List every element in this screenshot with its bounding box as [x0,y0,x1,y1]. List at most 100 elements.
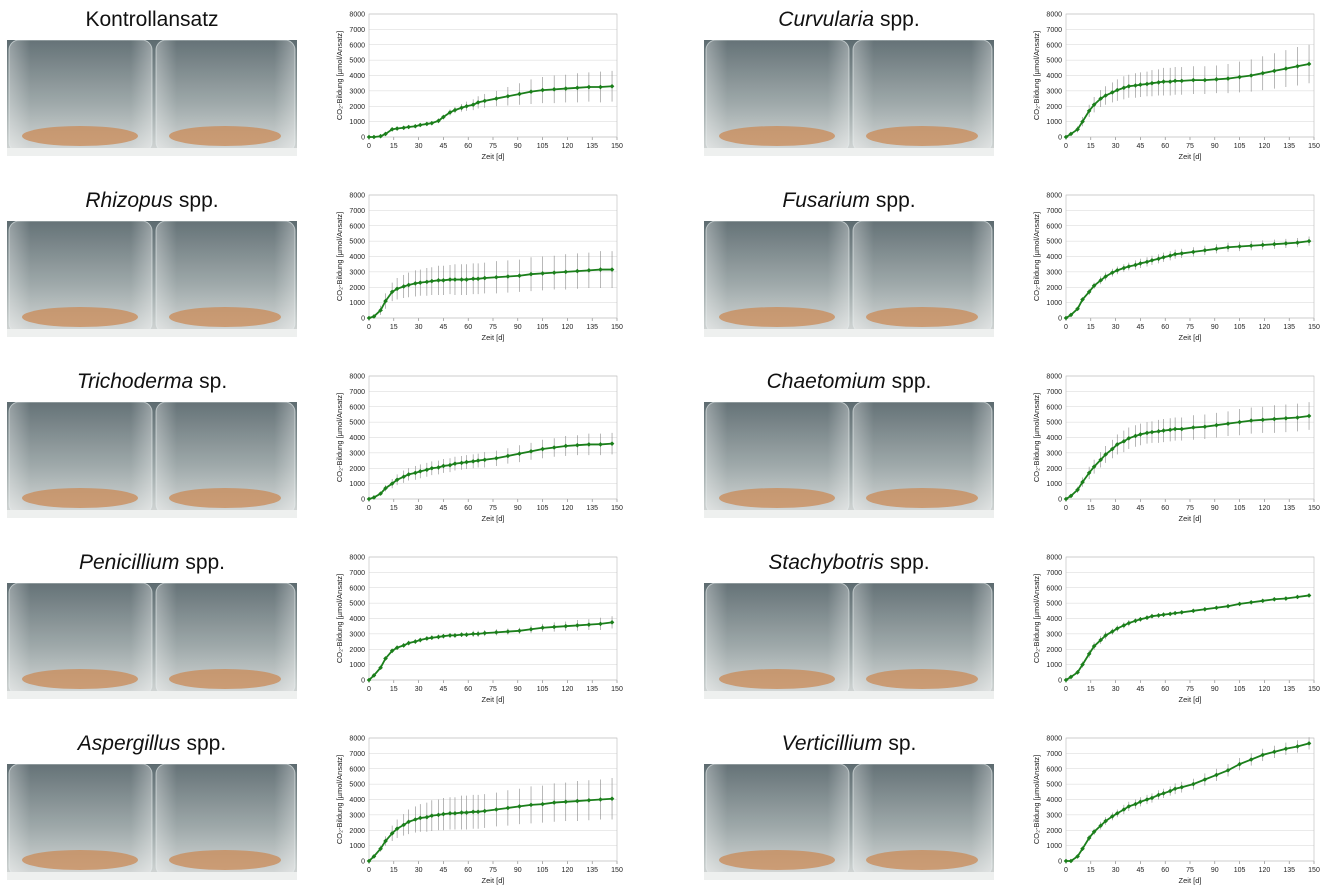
x-tick-label: 45 [1137,324,1145,331]
data-point [1156,80,1161,85]
x-tick-label: 150 [1308,143,1320,150]
x-tick-label: 150 [611,505,623,512]
data-point [471,810,476,815]
data-point [1168,253,1173,258]
data-point [494,456,499,461]
data-point [425,280,430,285]
y-tick-label: 7000 [349,570,365,577]
panel: Penicilliumspp.0100020003000400050006000… [7,551,623,704]
data-point [1138,82,1143,87]
x-tick-label: 135 [1283,686,1295,693]
x-tick-label: 150 [1308,867,1320,874]
data-line [369,270,612,318]
y-tick-label: 5000 [349,239,365,246]
y-tick-label: 8000 [1046,193,1062,200]
data-point [367,497,372,502]
data-line [369,799,612,861]
rank: spp. [179,189,219,212]
data-point [395,126,400,131]
data-point [1226,76,1231,81]
x-tick-label: 15 [1087,867,1095,874]
x-tick-label: 150 [611,867,623,874]
data-point [1179,785,1184,790]
x-axis-label: Zeit [d] [1179,876,1202,885]
data-point [1168,612,1173,617]
data-point [430,279,435,284]
data-point [1150,614,1155,619]
y-tick-label: 5000 [1046,601,1062,608]
data-point [1179,610,1184,615]
data-point [1150,430,1155,435]
data-point [1127,84,1132,89]
data-point [1145,260,1150,265]
x-tick-label: 90 [514,143,522,150]
x-tick-label: 75 [1186,686,1194,693]
data-point [1150,81,1155,86]
data-point [453,461,458,466]
y-tick-label: 6000 [349,42,365,49]
y-axis-label: CO₂-Bildung [µmol/Ansatz] [335,755,344,844]
x-tick-label: 30 [1112,505,1120,512]
y-tick-label: 2000 [1046,647,1062,654]
data-point [587,442,592,447]
y-tick-label: 8000 [349,374,365,381]
y-tick-label: 8000 [1046,374,1062,381]
panel-title: Kontrollansatz [85,8,218,31]
y-tick-label: 0 [361,678,365,685]
data-point [418,123,423,128]
panel: Rhizopusspp.0100020003000400050006000700… [7,189,623,342]
x-tick-label: 120 [562,143,574,150]
data-point [482,276,487,281]
data-point [1260,71,1265,76]
photo [704,40,994,156]
data-point [1203,78,1208,83]
x-tick-label: 60 [464,143,472,150]
data-line [369,622,612,680]
data-point [1272,417,1277,422]
x-tick-label: 0 [1064,505,1068,512]
y-axis-label: CO₂-Bildung [µmol/Ansatz] [335,574,344,663]
x-tick-label: 60 [1161,143,1169,150]
x-tick-label: 105 [537,505,549,512]
x-tick-label: 0 [367,505,371,512]
x-tick-label: 15 [390,324,398,331]
data-point [406,283,411,288]
data-point [418,638,423,643]
data-point [1191,250,1196,255]
y-axis-label: CO₂-Bildung [µmol/Ansatz] [1032,31,1041,120]
y-tick-label: 3000 [1046,450,1062,457]
y-tick-label: 2000 [1046,828,1062,835]
data-point [436,635,441,640]
y-tick-label: 7000 [1046,27,1062,34]
data-point [1260,243,1265,248]
y-tick-label: 3000 [1046,88,1062,95]
y-tick-label: 5000 [349,601,365,608]
y-tick-label: 0 [361,497,365,504]
data-point [529,89,534,94]
x-tick-label: 15 [1087,143,1095,150]
y-tick-label: 2000 [349,104,365,111]
x-tick-label: 135 [586,143,598,150]
data-point [1237,244,1242,249]
x-tick-label: 30 [1112,143,1120,150]
y-tick-label: 6000 [349,404,365,411]
data-point [1203,424,1208,429]
x-axis-label: Zeit [d] [482,333,505,342]
taxon: Stachybotris [768,551,884,574]
data-point [1237,602,1242,607]
x-tick-label: 75 [489,505,497,512]
data-point [413,639,418,644]
data-point [1226,604,1231,609]
data-point [1307,741,1312,746]
photo [7,583,297,699]
y-tick-label: 3000 [349,631,365,638]
data-point [1138,261,1143,266]
y-tick-label: 8000 [349,555,365,562]
data-point [1064,859,1069,864]
y-tick-label: 0 [1058,678,1062,685]
data-point [563,624,568,629]
data-point [575,269,580,274]
data-point [1307,62,1312,67]
y-tick-label: 3000 [349,812,365,819]
data-point [1173,611,1178,616]
